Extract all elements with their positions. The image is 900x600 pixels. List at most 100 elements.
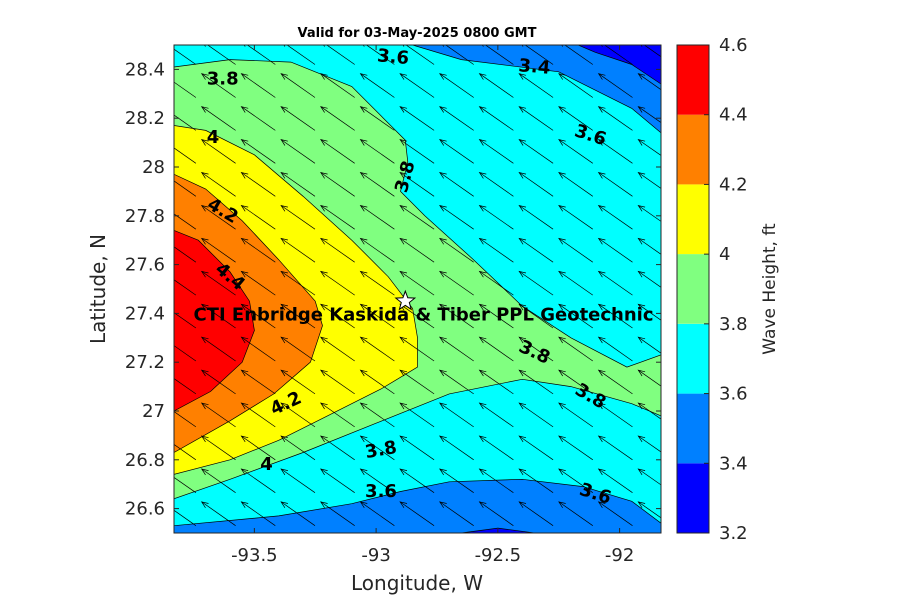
colorbar-segment (677, 463, 709, 533)
wind-arrow (558, 336, 594, 362)
wind-arrow (200, 501, 236, 526)
wind-arrow (478, 369, 514, 395)
wind-arrow (359, 303, 395, 329)
y-tick-label: 28.4 (125, 59, 165, 80)
contour-region-1 (578, 45, 661, 85)
wind-arrow (359, 204, 395, 230)
wind-arrow (518, 336, 554, 362)
wind-arrow (478, 402, 514, 428)
wind-arrow (280, 501, 316, 526)
wind-arrow (478, 468, 514, 493)
y-tick-label: 28.2 (125, 108, 165, 129)
wind-arrow (320, 237, 355, 263)
wind-arrow (399, 171, 435, 197)
wind-arrow (478, 336, 514, 362)
wind-arrow (399, 501, 435, 526)
colorbar-segment (677, 393, 709, 464)
wind-arrow (240, 270, 276, 296)
wind-arrow (518, 73, 554, 98)
wind-arrow (359, 106, 395, 131)
wind-arrow (439, 73, 474, 98)
colorbar: 3.2 3.4 3.6 3.8 4 4.2 4.4 4.6 (676, 35, 748, 544)
wind-arrow (399, 402, 435, 428)
colorbar-segment (677, 254, 709, 324)
wind-arrow (597, 369, 633, 395)
x-axis: -93.5 -93 -92.5 -92 (231, 45, 634, 566)
wind-arrow (280, 106, 316, 131)
wind-arrow (518, 139, 554, 164)
wind-arrow (439, 468, 474, 493)
wind-arrow (320, 369, 355, 395)
wind-arrow (637, 139, 661, 156)
wind-arrow (200, 73, 236, 98)
wind-arrow (174, 213, 197, 230)
wind-arrow (597, 171, 633, 197)
x-tick-label: -92 (605, 545, 634, 566)
wind-arrow (200, 369, 236, 395)
wind-arrow (359, 139, 395, 164)
colorbar-tick-label: 3.8 (719, 314, 748, 335)
wind-arrow (558, 139, 594, 164)
wind-arrow (439, 171, 474, 197)
site-label: CTI Enbridge Kaskida & Tiber PPL Geotech… (193, 305, 653, 326)
y-tick-label: 27 (142, 401, 165, 422)
wind-arrow (597, 501, 633, 526)
contour-bands (174, 59, 661, 500)
wind-arrow (174, 81, 197, 98)
wind-arrow (637, 435, 661, 453)
colorbar-segment (677, 184, 709, 255)
wind-arrow (597, 402, 633, 428)
wind-arrow (200, 139, 236, 164)
wind-arrow (399, 270, 435, 296)
y-axis: 26.6 26.8 27 27.2 27.4 27.6 27.8 28 28.2 28.4 (125, 59, 661, 520)
wind-arrow (439, 336, 474, 362)
wind-arrow (597, 204, 633, 230)
wind-arrow (597, 73, 633, 98)
wind-arrow (359, 369, 395, 395)
wind-arrow (323, 45, 355, 65)
wind-arrow (481, 45, 514, 65)
wind-arrow (399, 435, 435, 461)
wind-arrow (174, 345, 197, 362)
wind-arrow (597, 336, 633, 362)
wind-arrow (174, 48, 197, 65)
wind-arrow (359, 402, 395, 428)
wind-arrow (359, 435, 395, 461)
wind-arrow (320, 468, 355, 493)
wind-arrow (320, 270, 355, 296)
plot-title: Valid for 03-May-2025 0800 GMT (298, 26, 537, 41)
colorbar-tick-label: 4.2 (719, 174, 748, 195)
wind-arrow (518, 270, 554, 296)
wind-arrow (518, 204, 554, 230)
contour-region-2 (174, 478, 661, 533)
wind-arrow (200, 402, 236, 428)
wind-arrow (518, 303, 554, 329)
y-tick-label: 26.8 (125, 450, 165, 471)
wind-arrow (320, 336, 355, 362)
contour-label: 3.8 (207, 69, 239, 90)
wind-arrow (240, 435, 276, 461)
wind-arrow (518, 171, 554, 197)
wind-arrow (174, 509, 197, 526)
wind-arrow (637, 369, 661, 387)
wind-arrow (439, 270, 474, 296)
wind-arrow (478, 171, 514, 197)
colorbar-tick-label: 4 (719, 244, 730, 265)
wind-arrow (280, 303, 316, 329)
contour-band-4-4 (174, 230, 255, 412)
wind-arrow (200, 468, 236, 493)
wind-arrow (399, 204, 435, 230)
wind-arrow (320, 402, 355, 428)
site-marker-group: CTI Enbridge Kaskida & Tiber PPL Geotech… (193, 289, 654, 326)
wind-arrow (280, 435, 316, 461)
wind-arrows (162, 8, 661, 526)
wind-arrow (558, 435, 594, 461)
contour-label: 3.6 (376, 45, 410, 69)
wind-arrow (399, 106, 435, 131)
wind-arrow (439, 501, 474, 526)
wind-arrow (478, 139, 514, 164)
wind-arrow (597, 139, 633, 164)
wind-arrow (280, 402, 316, 428)
contour-label: 4 (260, 454, 273, 475)
wind-arrow (162, 8, 196, 32)
